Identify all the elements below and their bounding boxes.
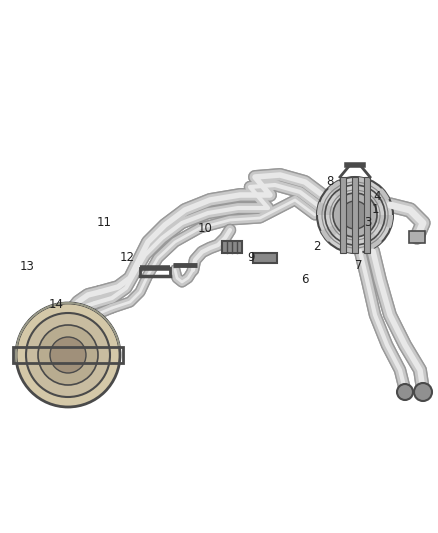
Wedge shape [355,188,389,215]
Text: 13: 13 [20,260,35,273]
Circle shape [16,303,120,407]
Wedge shape [317,202,355,215]
Text: 7: 7 [355,259,363,272]
Text: 12: 12 [120,251,134,264]
Text: 11: 11 [97,216,112,229]
Text: 9: 9 [247,251,254,264]
Bar [409,231,425,243]
Circle shape [333,193,377,237]
Circle shape [38,325,98,385]
Wedge shape [355,215,382,249]
Text: 8: 8 [327,175,334,188]
Bar [13,347,123,363]
Bar [352,177,358,253]
Circle shape [26,313,110,397]
Text: 3: 3 [364,216,371,229]
Text: 10: 10 [198,222,212,235]
Wedge shape [355,177,368,215]
Circle shape [50,337,86,373]
Circle shape [414,383,432,401]
Text: 2: 2 [313,240,321,253]
Text: 6: 6 [300,273,308,286]
Text: 14: 14 [49,298,64,311]
Bar [340,177,346,253]
Bar [222,241,242,253]
Bar [364,177,370,253]
Circle shape [341,201,369,229]
Circle shape [397,384,413,400]
Wedge shape [328,181,355,215]
Wedge shape [321,215,355,242]
Text: 1: 1 [371,203,379,216]
Wedge shape [342,215,355,253]
Bar [253,253,277,263]
Circle shape [317,177,393,253]
Text: 4: 4 [374,190,381,203]
Wedge shape [355,215,393,228]
